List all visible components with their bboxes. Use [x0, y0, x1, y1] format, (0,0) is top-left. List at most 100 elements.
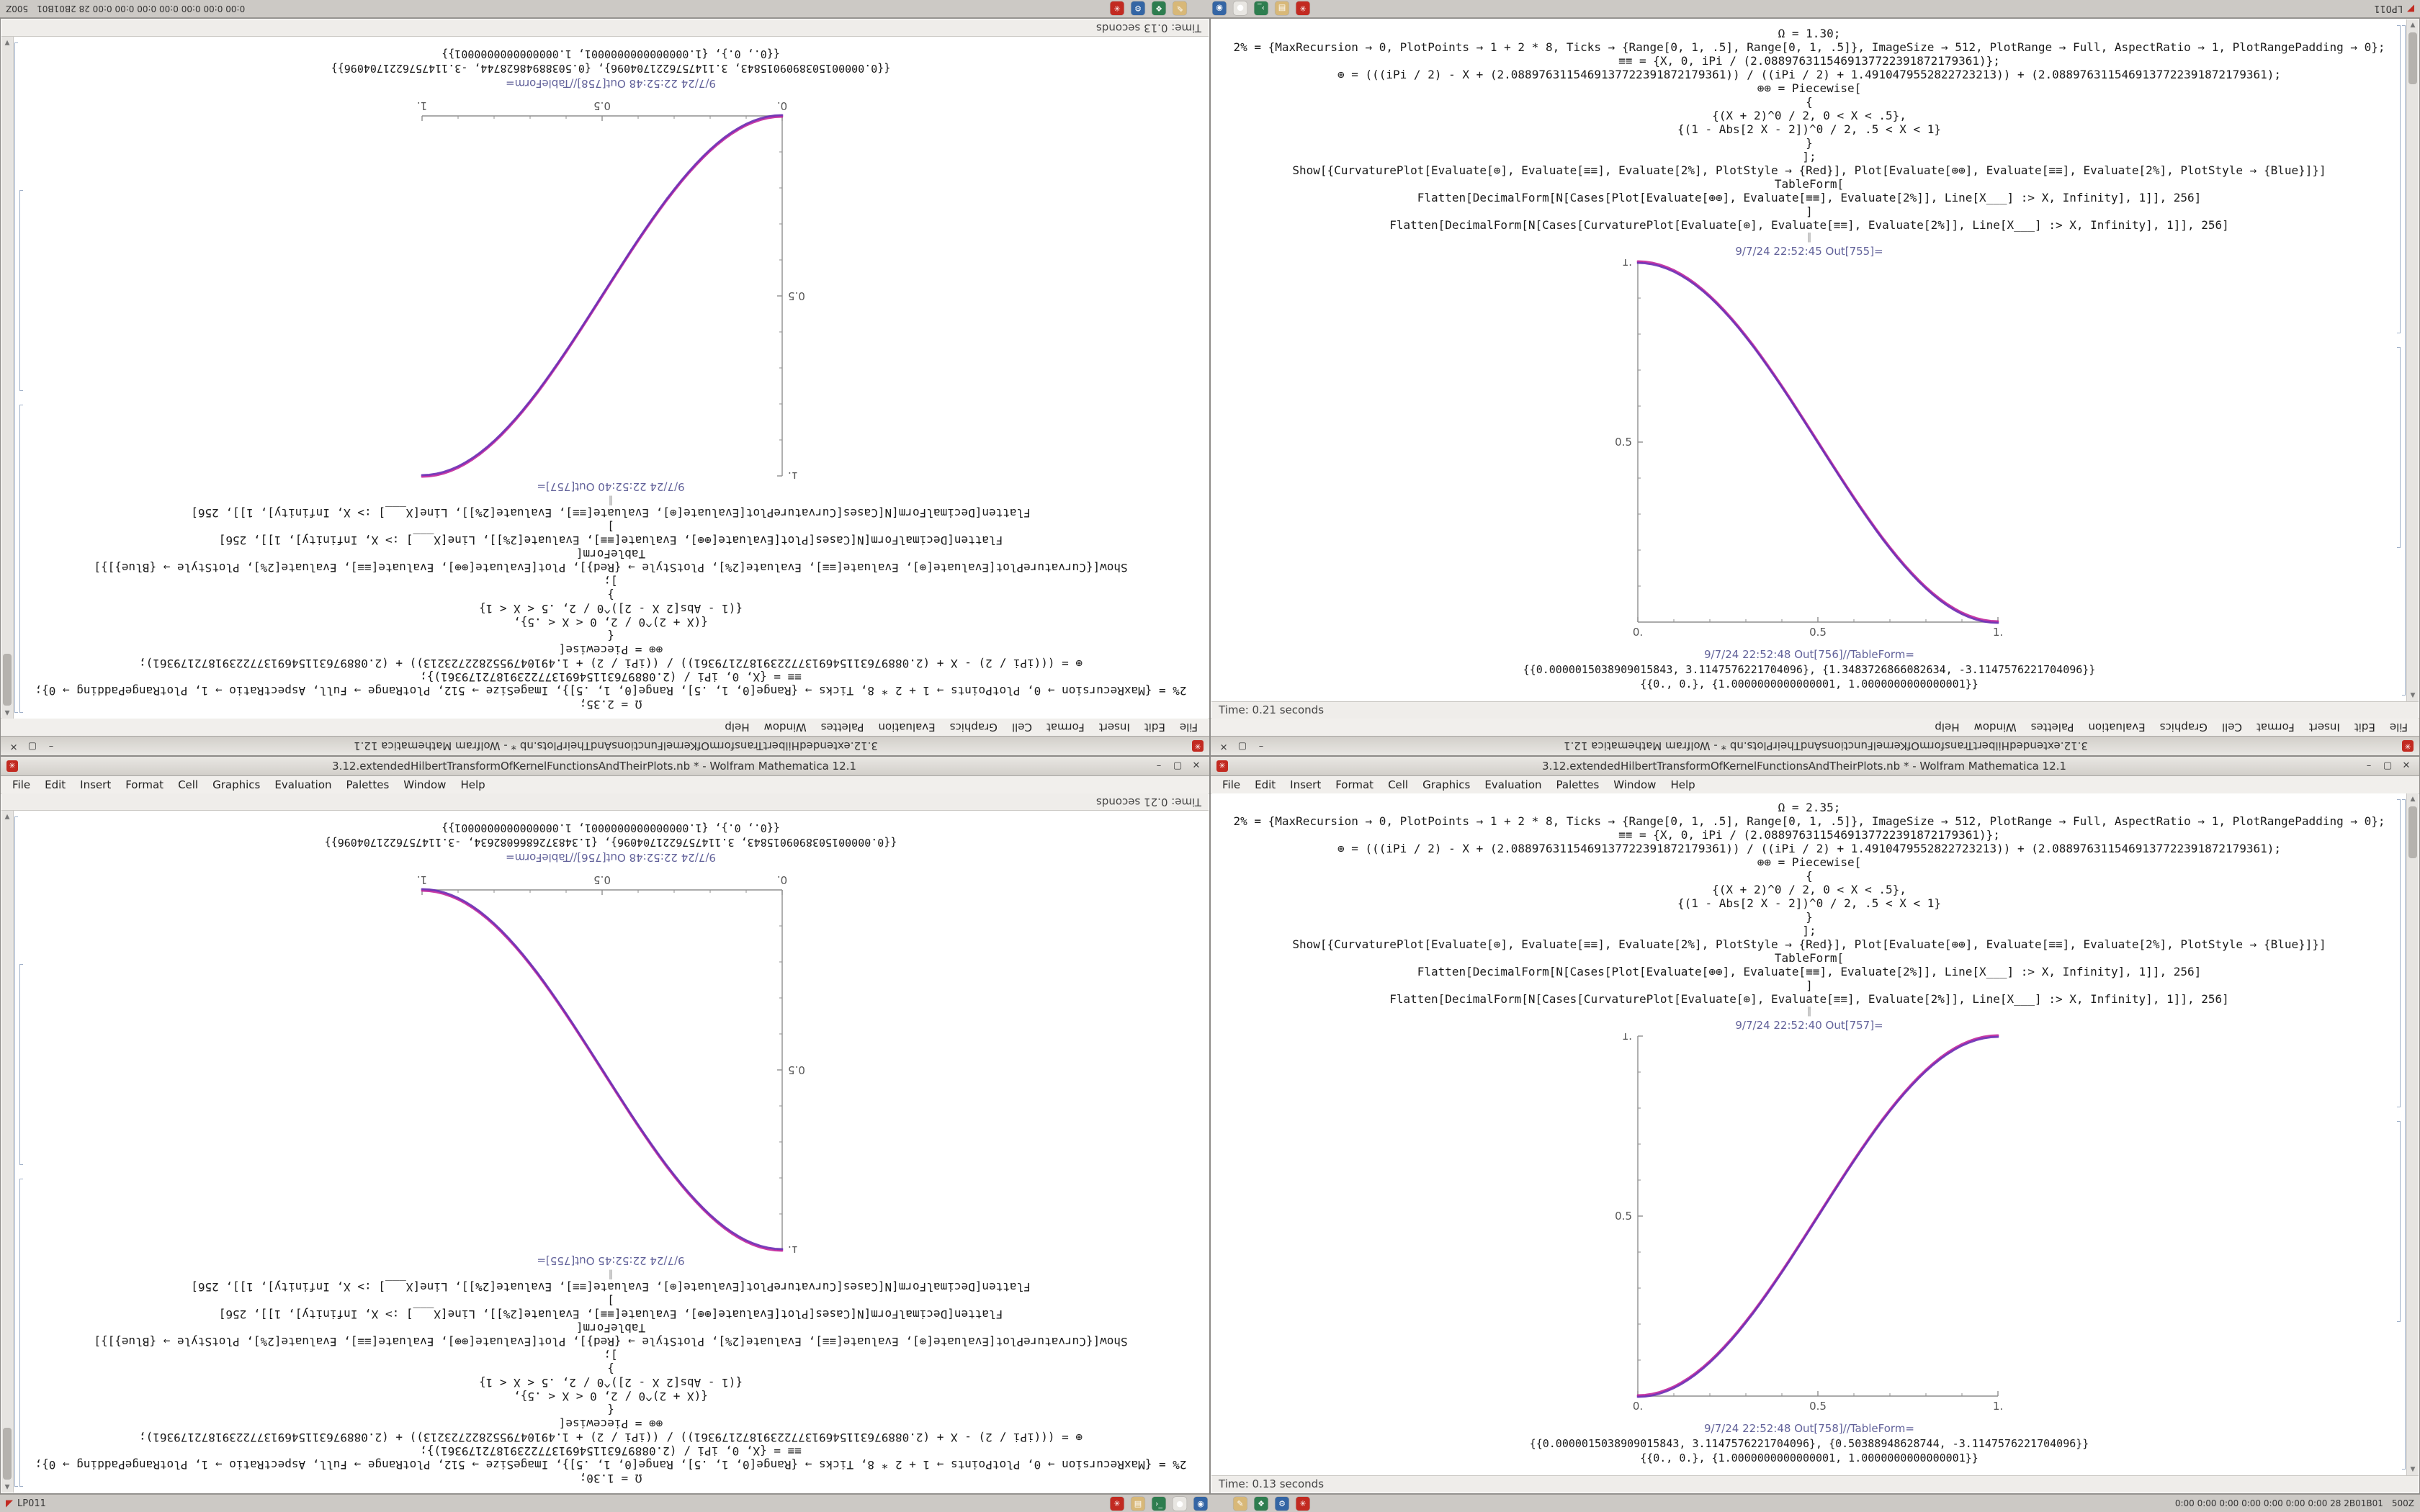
input-line[interactable]: ] — [1806, 204, 1813, 218]
menu-item-format[interactable]: Format — [1046, 721, 1085, 734]
scroll-up-button[interactable]: ▲ — [4, 1483, 10, 1490]
input-line[interactable]: } — [607, 588, 614, 602]
taskbar-clock[interactable]: 500Z — [6, 4, 29, 14]
menu-item-palettes[interactable]: Palettes — [820, 721, 864, 734]
notebook-content[interactable]: Ω = 2.35; 2% = {MaxRecursion → 0, PlotPoi… — [13, 37, 1209, 719]
input-line[interactable]: 2% = {MaxRecursion → 0, PlotPoints → 1 +… — [1233, 814, 2385, 828]
menu-item-graphics[interactable]: Graphics — [1422, 778, 1471, 791]
input-line[interactable]: 2% = {MaxRecursion → 0, PlotPoints → 1 +… — [35, 684, 1187, 698]
scroll-down-button[interactable]: ▼ — [2410, 692, 2416, 699]
menu-item-evaluation[interactable]: Evaluation — [878, 721, 936, 734]
input-line[interactable]: 2% = {MaxRecursion → 0, PlotPoints → 1 +… — [35, 1458, 1187, 1472]
menu-item-edit[interactable]: Edit — [2354, 721, 2375, 734]
cell-bracket[interactable] — [2397, 25, 2401, 334]
cell-bracket[interactable] — [2397, 799, 2401, 1108]
input-line[interactable]: Flatten[DecimalForm[N[Cases[CurvaturePlo… — [191, 506, 1031, 520]
input-line[interactable]: } — [1806, 136, 1813, 150]
media-player-icon[interactable]: ● — [1233, 1, 1247, 16]
menu-item-window[interactable]: Window — [1613, 778, 1657, 791]
menu-item-cell[interactable]: Cell — [1388, 778, 1409, 791]
table-output-row[interactable]: {{0., 0.}, {1.0000000000000001, 1.000000… — [442, 822, 780, 834]
files-icon[interactable]: ▤ — [1131, 1496, 1145, 1511]
editor-icon[interactable]: ✎ — [1173, 1, 1187, 16]
menu-item-window[interactable]: Window — [1973, 721, 2017, 734]
menu-item-evaluation[interactable]: Evaluation — [2088, 721, 2146, 734]
input-line[interactable]: ⊕ = (((iPi / 2) - X + (2.088976311546913… — [1337, 842, 2282, 855]
scroll-thumb[interactable] — [2408, 32, 2417, 84]
cell-bracket[interactable] — [2397, 346, 2401, 549]
cell-bracket[interactable] — [19, 189, 23, 392]
input-line[interactable]: Flatten[DecimalForm[N[Cases[CurvaturePlo… — [1389, 992, 2229, 1006]
input-line[interactable]: ⊕⊕ = Piecewise[ — [1757, 81, 1862, 95]
terminal-icon[interactable]: ›_ — [1254, 1, 1268, 16]
menu-item-evaluation[interactable]: Evaluation — [274, 778, 332, 791]
settings-icon[interactable]: ⚙ — [1131, 1, 1145, 16]
input-line[interactable]: ⊕ = (((iPi / 2) - X + (2.088976311546913… — [138, 657, 1083, 670]
v-scrollbar[interactable]: ▲ ▼ — [1, 37, 14, 719]
minimize-button[interactable]: – — [48, 741, 54, 752]
input-line[interactable]: ≡≡ = {X, 0, iPi / (2.0889763115469137722… — [1618, 54, 2000, 68]
menu-item-file[interactable]: File — [1179, 721, 1198, 734]
input-line[interactable]: {(X + 2)^0 / 2, 0 < X < .5}, — [514, 1390, 708, 1403]
input-line[interactable]: ≡≡ = {X, 0, iPi / (2.0889763115469137722… — [420, 670, 802, 684]
scroll-thumb[interactable] — [2408, 806, 2417, 858]
browser-icon[interactable]: ◉ — [1193, 1496, 1208, 1511]
input-line[interactable]: Show[{CurvaturePlot[Evaluate[⊕], Evaluat… — [94, 1335, 1128, 1349]
input-line[interactable]: {(1 - Abs[2 X - 2])^0 / 2, .5 < X < 1} — [1677, 122, 1942, 136]
input-line[interactable]: } — [607, 1362, 614, 1376]
menu-item-edit[interactable]: Edit — [45, 778, 66, 791]
taskbar-menu-icon[interactable]: ◤ — [6, 1498, 13, 1509]
notebook-content[interactable]: Ω = 2.35; 2% = {MaxRecursion → 0, PlotPoi… — [1211, 793, 2407, 1475]
taskbar-menu-icon[interactable]: ◤ — [2407, 3, 2414, 14]
input-line[interactable]: TableForm[ — [1774, 951, 1845, 965]
input-line[interactable]: Ω = 1.30; — [579, 1472, 642, 1485]
input-line[interactable]: Show[{CurvaturePlot[Evaluate[⊕], Evaluat… — [1292, 937, 2326, 951]
menu-item-help[interactable]: Help — [1935, 721, 1960, 734]
close-button[interactable]: ✕ — [1219, 741, 1228, 752]
table-output-row[interactable]: {{0., 0.}, {1.0000000000000001, 1.000000… — [1640, 1452, 1978, 1464]
titlebar[interactable]: ✳ 3.12.extendedHilbertTransformOfKernelF… — [1, 736, 1209, 755]
input-line[interactable]: { — [607, 1403, 614, 1417]
menu-item-format[interactable]: Format — [1335, 778, 1374, 791]
scroll-thumb[interactable] — [3, 1428, 12, 1480]
menu-item-insert[interactable]: Insert — [1290, 778, 1322, 791]
menu-item-insert[interactable]: Insert — [80, 778, 112, 791]
input-line[interactable]: ⊕⊕ = Piecewise[ — [558, 643, 663, 657]
input-line[interactable]: Ω = 1.30; — [1778, 27, 1841, 40]
menu-item-window[interactable]: Window — [763, 721, 807, 734]
input-line[interactable]: Flatten[DecimalForm[N[Cases[CurvaturePlo… — [1389, 218, 2229, 232]
minimize-button[interactable]: – — [1156, 760, 1162, 771]
input-line[interactable]: TableForm[ — [575, 547, 646, 561]
mathematica-alt-icon[interactable]: ✳ — [1110, 1, 1124, 16]
browser-icon[interactable]: ◉ — [1212, 1, 1227, 16]
menu-item-edit[interactable]: Edit — [1144, 721, 1165, 734]
input-line[interactable]: ]; — [1802, 150, 1816, 163]
editor-icon[interactable]: ✎ — [1233, 1496, 1247, 1511]
cell-bracket[interactable] — [14, 42, 18, 713]
menu-item-edit[interactable]: Edit — [1255, 778, 1276, 791]
v-scrollbar[interactable]: ▲ ▼ — [1, 811, 14, 1493]
minimize-button[interactable]: – — [2366, 760, 2372, 771]
menu-item-graphics[interactable]: Graphics — [949, 721, 998, 734]
input-line[interactable]: Show[{CurvaturePlot[Evaluate[⊕], Evaluat… — [1292, 163, 2326, 177]
cell-bracket[interactable] — [2397, 1120, 2401, 1323]
menu-item-graphics[interactable]: Graphics — [2159, 721, 2208, 734]
settings-icon[interactable]: ⚙ — [1275, 1496, 1289, 1511]
input-line[interactable]: Flatten[DecimalForm[N[Cases[CurvaturePlo… — [191, 1280, 1031, 1294]
mathematica-icon[interactable]: ✳ — [1296, 1, 1310, 16]
input-line[interactable]: ] — [1806, 978, 1813, 992]
cell-bracket[interactable] — [19, 963, 23, 1166]
input-line[interactable]: Flatten[DecimalForm[N[Cases[Plot[Evaluat… — [218, 534, 1003, 547]
input-line[interactable]: { — [1806, 869, 1813, 883]
v-scrollbar[interactable]: ▲ ▼ — [2406, 793, 2419, 1475]
titlebar[interactable]: ✳ 3.12.extendedHilbertTransformOfKernelF… — [1211, 736, 2419, 755]
input-line[interactable]: ] — [607, 520, 614, 534]
scroll-up-button[interactable]: ▲ — [4, 709, 10, 716]
input-line[interactable]: {(1 - Abs[2 X - 2])^0 / 2, .5 < X < 1} — [478, 602, 743, 616]
scroll-up-button[interactable]: ▲ — [2410, 22, 2416, 29]
table-output-row[interactable]: {{0., 0.}, {1.0000000000000001, 1.000000… — [442, 48, 780, 60]
menu-item-insert[interactable]: Insert — [1098, 721, 1130, 734]
input-line[interactable]: Ω = 2.35; — [579, 698, 642, 711]
terminal-icon[interactable]: ›_ — [1152, 1496, 1166, 1511]
input-line[interactable]: ]; — [1802, 924, 1816, 937]
